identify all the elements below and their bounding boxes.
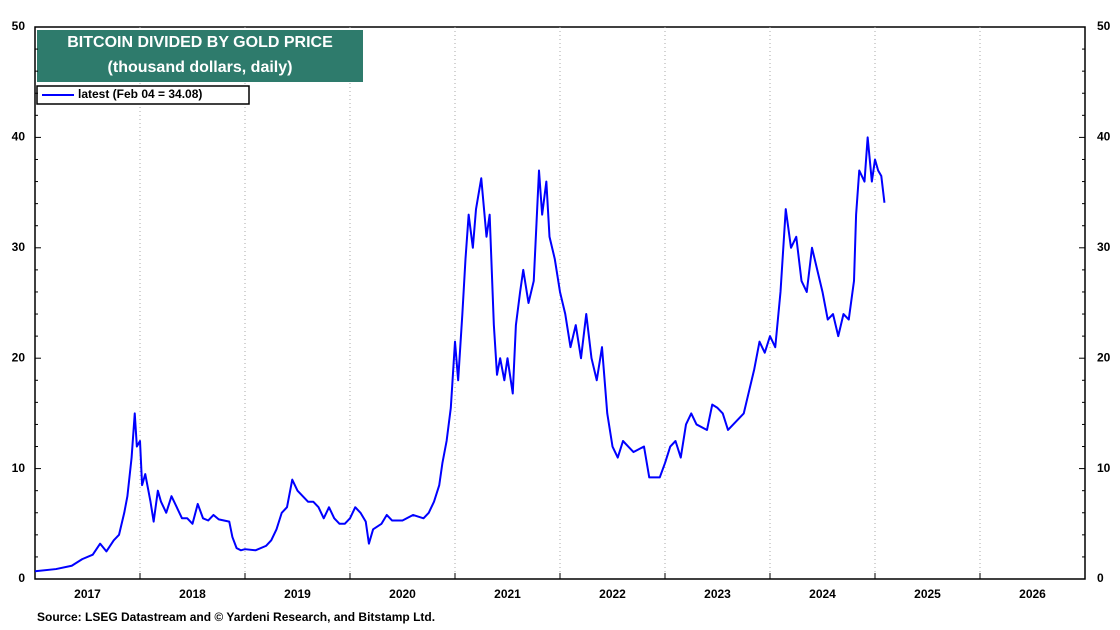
chart-subtitle: (thousand dollars, daily)	[108, 59, 293, 76]
y2-tick-label: 0	[1097, 571, 1104, 585]
y-tick-label: 40	[12, 130, 26, 144]
y-tick-label: 50	[12, 19, 26, 33]
legend-box	[36, 85, 250, 105]
y-tick-label: 30	[12, 240, 26, 254]
y-tick-label: 0	[18, 571, 25, 585]
y2-tick-label: 50	[1097, 19, 1111, 33]
y-tick-label: 10	[12, 461, 26, 475]
x-tick-label: 2023	[704, 587, 731, 601]
y-tick-label: 20	[12, 350, 26, 364]
grid	[139, 27, 981, 579]
y2-tick-label: 40	[1097, 130, 1111, 144]
x-tick-label: 2026	[1019, 587, 1046, 601]
x-tick-label: 2018	[179, 587, 206, 601]
x-tick-label: 2020	[389, 587, 416, 601]
x-tick-label: 2019	[284, 587, 311, 601]
x-tick-label: 2022	[599, 587, 626, 601]
y2-tick-label: 30	[1097, 240, 1111, 254]
title-box	[37, 30, 363, 82]
source-note: Source: LSEG Datastream and © Yardeni Re…	[37, 610, 435, 624]
y2-tick-label: 20	[1097, 350, 1111, 364]
x-tick-label: 2021	[494, 587, 521, 601]
y2-tick-label: 10	[1097, 461, 1111, 475]
x-tick-label: 2024	[809, 587, 836, 601]
data-line	[34, 136, 886, 573]
x-tick-label: 2025	[914, 587, 941, 601]
legend-label: latest (Feb 04 = 34.08)	[78, 87, 202, 101]
x-tick-label: 2017	[74, 587, 101, 601]
chart-title: BITCOIN DIVIDED BY GOLD PRICE	[67, 34, 333, 51]
lines	[34, 136, 886, 573]
